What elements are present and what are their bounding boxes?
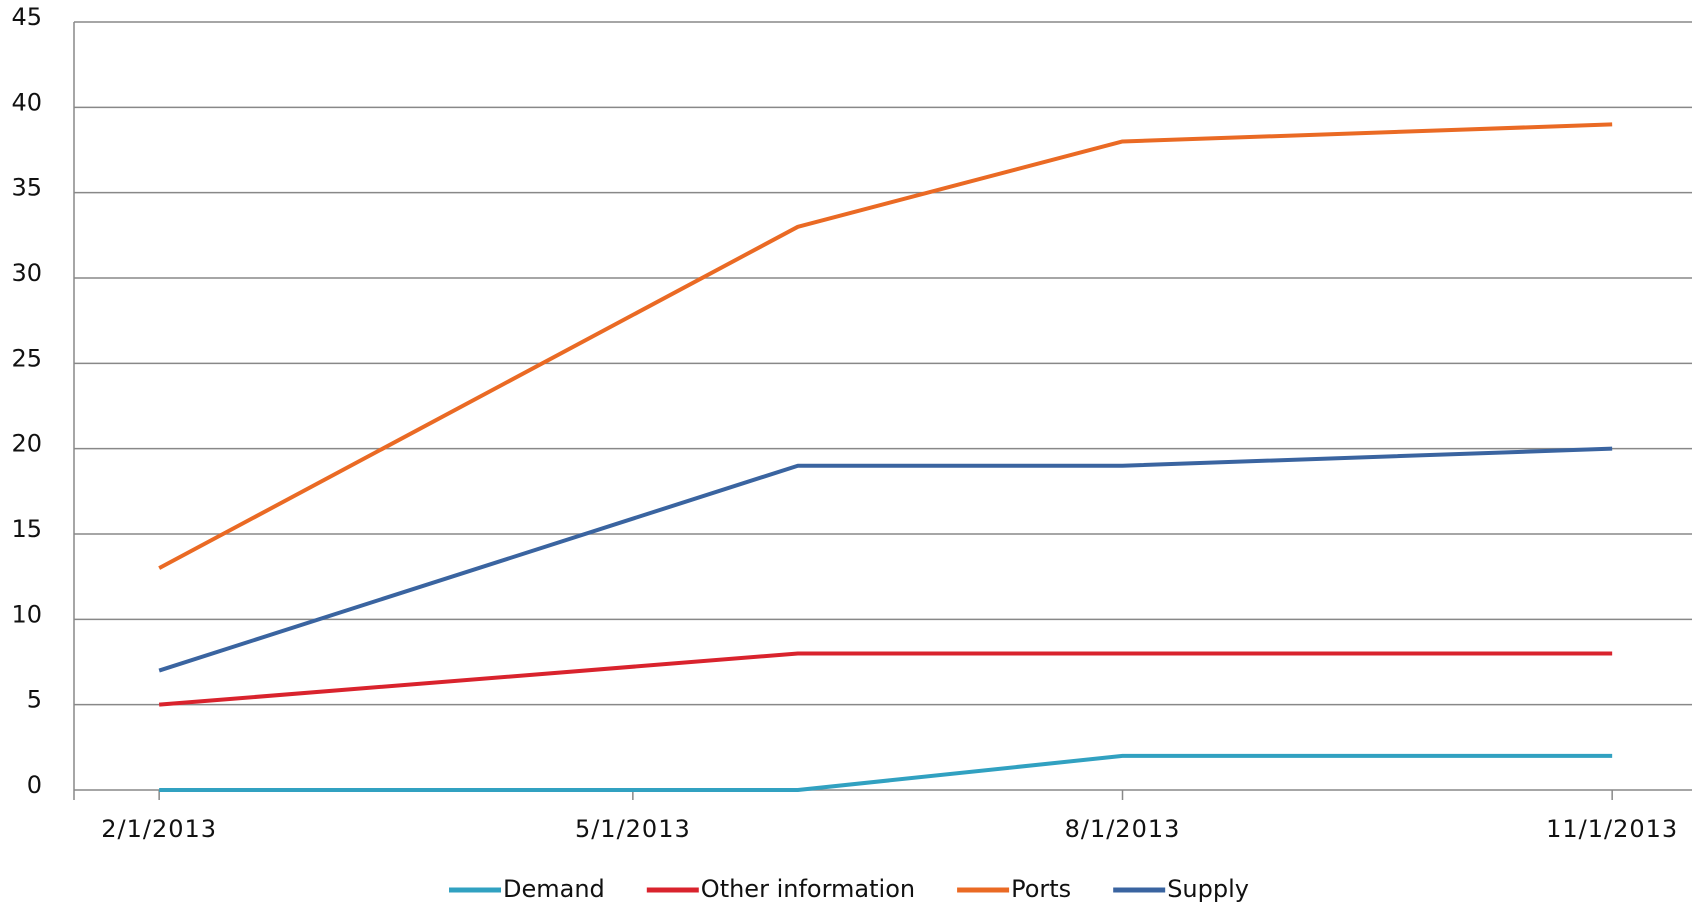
y-tick-label: 15 bbox=[11, 515, 42, 543]
legend-label: Demand bbox=[503, 875, 605, 903]
y-tick-label: 35 bbox=[11, 174, 42, 202]
legend-label: Other information bbox=[701, 875, 915, 903]
y-tick-label: 10 bbox=[11, 600, 42, 628]
legend-label: Ports bbox=[1011, 875, 1071, 903]
series-line bbox=[158, 651, 1613, 707]
y-tick-label: 5 bbox=[27, 686, 42, 714]
series-line bbox=[158, 122, 1613, 570]
y-tick-label: 40 bbox=[11, 88, 42, 116]
x-tick-label: 11/1/2013 bbox=[1546, 815, 1678, 843]
y-tick-label: 0 bbox=[27, 771, 42, 799]
y-tick-label: 45 bbox=[11, 3, 42, 31]
x-tick-label: 8/1/2013 bbox=[1065, 815, 1181, 843]
y-tick-label: 30 bbox=[11, 259, 42, 287]
y-tick-label: 25 bbox=[11, 344, 42, 372]
series-line bbox=[159, 753, 1613, 792]
legend-label: Supply bbox=[1167, 875, 1249, 903]
x-tick-label: 2/1/2013 bbox=[101, 815, 217, 843]
x-tick-label: 5/1/2013 bbox=[575, 815, 691, 843]
series-line bbox=[158, 446, 1613, 673]
y-tick-label: 20 bbox=[11, 430, 42, 458]
